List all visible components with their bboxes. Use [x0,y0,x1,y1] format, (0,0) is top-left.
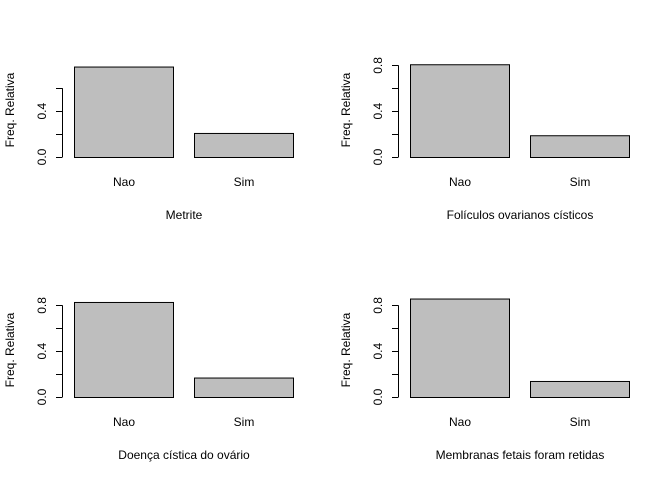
x-axis-title: Folículos ovarianos císticos [447,208,594,222]
y-tick-label: 0.4 [35,343,49,360]
chart-panel-4: Nao Sim 0.0 0.4 0.8 Freq. Relativa Membranas f… [339,297,630,462]
y-tick-label: 0.8 [371,57,385,74]
y-tick-label: 0.0 [35,148,49,165]
category-label-sim: Sim [570,175,591,189]
category-label-nao: Nao [449,175,471,189]
bar-nao [74,301,174,398]
y-tick-label: 0.8 [35,297,49,314]
y-axis-title: Freq. Relativa [3,312,17,387]
y-tick-label: 0.4 [371,343,385,360]
y-tick-label: 0.8 [371,297,385,314]
category-label-sim: Sim [234,415,255,429]
chart-panel-1: Nao Sim 0.0 0.4 Freq. Relativa Metrite [3,66,294,222]
category-label-nao: Nao [113,175,135,189]
bar-sim [530,380,630,399]
y-tick-label: 0.0 [371,388,385,405]
y-tick-label: 0.4 [371,103,385,120]
y-tick-label: 0.0 [371,148,385,165]
y-axis-title: Freq. Relativa [339,312,353,387]
bar-sim [194,377,294,399]
bar-nao [410,64,510,158]
y-axis-title: Freq. Relativa [339,72,353,147]
x-axis-title: Membranas fetais foram retidas [436,448,605,462]
category-label-sim: Sim [570,415,591,429]
y-tick-label: 0.4 [35,103,49,120]
x-axis-title: Doença cística do ovário [118,448,250,462]
bar-nao [74,66,174,158]
x-axis-title: Metrite [166,208,203,222]
bar-nao [410,298,510,398]
category-label-sim: Sim [234,175,255,189]
chart-panel-2: Nao Sim 0.0 0.4 0.8 Freq. Relativa Folículos o… [339,57,630,222]
category-label-nao: Nao [113,415,135,429]
bar-sim [530,135,630,158]
y-axis-title: Freq. Relativa [3,72,17,147]
y-tick-label: 0.0 [35,388,49,405]
chart-panel-3: Nao Sim 0.0 0.4 0.8 Freq. Relativa Doença císt… [3,297,294,462]
bar-sim [194,132,294,159]
category-label-nao: Nao [449,415,471,429]
